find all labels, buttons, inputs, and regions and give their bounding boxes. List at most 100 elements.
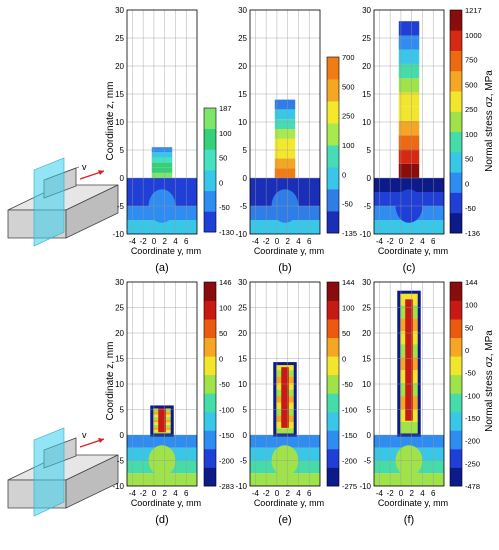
y-tick-label: 5	[120, 406, 125, 415]
colorbar-tick-label: 50	[219, 329, 227, 338]
colorbar-segment	[450, 111, 462, 133]
panel-letter: (a)	[155, 262, 168, 274]
y-tick-label: 10	[238, 380, 247, 389]
wall-contour-band	[398, 35, 420, 50]
x-tick-label: 6	[307, 237, 312, 246]
colorbar-tick-label: -136	[465, 229, 480, 238]
colorbar-tick-label: -100	[465, 391, 480, 400]
colorbar-segment	[450, 131, 462, 153]
y-tick-label: 25	[115, 34, 124, 43]
colorbar-tick-label: -50	[342, 200, 353, 209]
colorbar-tick-label: -100	[219, 406, 234, 415]
x-tick-label: -4	[129, 237, 137, 246]
colorbar-frame	[449, 281, 463, 487]
colorbar-tick-label: 144	[342, 278, 355, 287]
wall-contour-band	[274, 119, 296, 129]
colorbar-tick-label: 1217	[465, 6, 482, 15]
colorbar-tick-label: -200	[465, 437, 480, 446]
y-tick-label: -10	[112, 482, 124, 491]
y-tick-label: 5	[243, 406, 248, 415]
x-axis-label: Coordinate y, mm	[131, 246, 201, 256]
y-tick-label: 5	[243, 146, 248, 155]
y-tick-label: 15	[362, 355, 371, 364]
colorbar-segment	[450, 374, 462, 394]
colorbar-segment	[450, 300, 462, 320]
contour-band	[127, 435, 197, 448]
y-tick-label: 10	[238, 118, 247, 127]
colorbar-segment	[204, 393, 216, 413]
x-tick-label: 6	[184, 489, 189, 498]
colorbar-segment	[204, 170, 216, 192]
colorbar-segment	[204, 149, 216, 171]
y-tick-label: 15	[115, 90, 124, 99]
colorbar-tick-label: -135	[342, 229, 357, 238]
velocity-label-top: v	[82, 162, 87, 172]
colorbar-segment	[450, 356, 462, 376]
y-tick-label: 0	[367, 431, 372, 440]
y-tick-label: -5	[240, 457, 248, 466]
y-tick-label: -10	[359, 482, 371, 491]
y-tick-label: 20	[362, 62, 371, 71]
y-tick-label: 0	[367, 174, 372, 183]
wall-contour-band	[274, 363, 296, 371]
wall-contour-band	[398, 78, 420, 93]
specimen-schematic-top: v	[7, 157, 119, 247]
x-axis-label: Coordinate y, mm	[254, 246, 324, 256]
plot-frame	[373, 9, 445, 235]
colorbar-tick-label: -200	[342, 457, 357, 466]
wall-contour-band	[398, 49, 420, 64]
wall-contour-band	[274, 158, 296, 169]
wall-contour-band	[398, 120, 420, 136]
colorbar-segment	[327, 211, 339, 234]
colorbar-segment	[204, 337, 216, 357]
y-tick-label: 25	[115, 304, 124, 313]
panel-letter: (f)	[404, 514, 414, 526]
colorbar-tick-label: 100	[342, 141, 355, 150]
y-tick-label: 10	[115, 118, 124, 127]
colorbar-segment	[204, 411, 216, 431]
x-axis-label: Coordinate y, mm	[378, 498, 448, 508]
x-tick-label: 6	[307, 489, 312, 498]
wall-contour-band	[151, 157, 173, 163]
colorbar-segment	[204, 300, 216, 320]
x-tick-label: 4	[296, 489, 301, 498]
colorbar-segment	[204, 467, 216, 487]
x-tick-label: -4	[129, 489, 137, 498]
wall-contour-band	[151, 147, 173, 153]
colorbar-segment	[327, 189, 339, 212]
wall-contour-band	[398, 106, 420, 121]
wall-contour-band	[274, 168, 296, 178]
panel-letter: (d)	[155, 514, 168, 526]
x-tick-label: -2	[263, 237, 271, 246]
colorbar-segment	[450, 319, 462, 339]
colorbar-segment	[327, 101, 339, 124]
colorbar-segment	[327, 411, 339, 431]
x-tick-label: -2	[387, 489, 395, 498]
colorbar-segment	[204, 430, 216, 450]
colorbar-segment	[327, 393, 339, 413]
colorbar-frame	[326, 281, 340, 487]
colorbar-tick-label: 50	[219, 154, 227, 163]
y-tick-label: 5	[367, 406, 372, 415]
colorbar-tick-label: 144	[465, 278, 478, 287]
colorbar-tick-label: 0	[219, 178, 223, 187]
contour-base-d	[127, 435, 197, 486]
colorbar-tick-label: -150	[465, 414, 480, 423]
colorbar-segment	[450, 151, 462, 173]
colorbar-segment	[450, 411, 462, 431]
y-tick-label: 20	[115, 329, 124, 338]
plot-frame	[249, 281, 321, 487]
wall-core	[405, 299, 413, 421]
x-tick-label: 2	[409, 489, 414, 498]
x-tick-label: 6	[184, 237, 189, 246]
wall-core	[281, 367, 289, 428]
y-tick-label: 30	[115, 278, 124, 287]
colorbar-label-top: Normal stress σz, MPa	[484, 70, 495, 172]
y-tick-label: 30	[362, 278, 371, 287]
x-tick-label: 6	[431, 237, 436, 246]
y-tick-label: -5	[364, 457, 372, 466]
colorbar-segment	[450, 172, 462, 193]
